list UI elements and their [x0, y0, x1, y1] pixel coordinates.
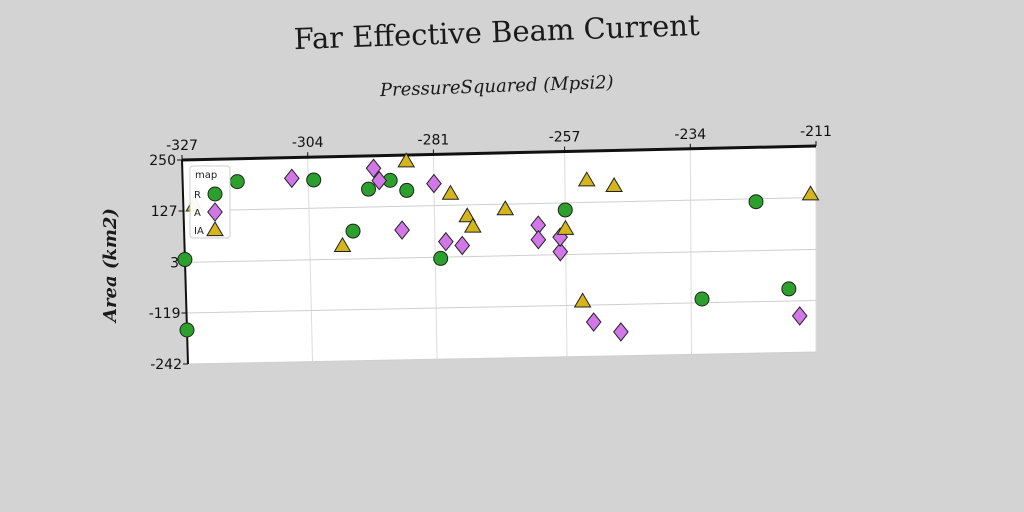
- data-point-a: [791, 306, 808, 326]
- y-tick-label: 250: [149, 153, 176, 169]
- plot-background: [182, 146, 816, 364]
- x-tick-label: -327: [166, 138, 198, 154]
- data-point-ia: [441, 184, 460, 200]
- data-point-a: [552, 241, 569, 262]
- data-point-ia: [463, 217, 482, 233]
- y-tick-label: 3: [170, 255, 179, 271]
- legend-marker-ia: [206, 221, 224, 237]
- data-point-r: [177, 252, 193, 268]
- y-axis-label: Area (km2): [100, 208, 121, 324]
- data-point-r: [361, 181, 377, 197]
- data-point-a: [454, 235, 471, 256]
- x-axis-spine: [181, 144, 817, 162]
- legend-label-ia: IA: [194, 226, 204, 237]
- data-point-a: [394, 220, 410, 240]
- data-point-a: [365, 158, 382, 179]
- y-tick-label: 127: [151, 204, 178, 220]
- legend-box: [189, 165, 231, 239]
- legend-label-r: R: [194, 190, 201, 201]
- data-point-r: [748, 194, 764, 210]
- data-point-r: [179, 322, 195, 338]
- y-tick-label: -242: [150, 357, 182, 373]
- x-tick-label: -211: [800, 124, 832, 140]
- data-point-a: [585, 312, 602, 332]
- data-point-a: [426, 173, 442, 194]
- x-tick-label: -257: [549, 130, 581, 146]
- legend-marker-a: [207, 202, 223, 222]
- data-point-r: [345, 223, 361, 239]
- data-point-a: [613, 322, 629, 342]
- data-point-ia: [573, 292, 592, 308]
- y-gridline: [186, 300, 817, 314]
- chart-title: Far Effective Beam Current: [293, 8, 700, 56]
- data-point-r: [229, 174, 245, 190]
- data-point-ia: [577, 171, 596, 187]
- data-point-a: [283, 168, 300, 189]
- y-gridline: [187, 351, 817, 365]
- x-tick-label: -304: [292, 135, 324, 151]
- y-gridline: [183, 197, 817, 212]
- legend-title: map: [195, 170, 217, 181]
- plot-area: -327 -304 -281 -257 -234 -211 250 127 3 -119 -242 m…: [149, 124, 832, 373]
- legend-label-a: A: [194, 208, 201, 219]
- data-point-a: [371, 170, 388, 191]
- data-point-r: [557, 202, 573, 218]
- data-point-ia: [397, 152, 416, 168]
- x-tick-label: -234: [674, 127, 706, 143]
- data-point-r: [781, 281, 797, 297]
- data-point-ia: [458, 207, 477, 223]
- x-axis-label: PressureSquared (Mpsi2): [379, 72, 614, 101]
- data-point-ia: [556, 219, 575, 235]
- y-gridline: [185, 248, 817, 263]
- x-tick-label: -281: [418, 132, 450, 148]
- data-point-r: [306, 172, 322, 188]
- data-point-a: [438, 231, 454, 252]
- data-point-r: [694, 291, 710, 307]
- data-point-ia: [605, 176, 623, 193]
- data-point-r: [433, 250, 449, 266]
- data-point-ia: [801, 185, 820, 201]
- legend-marker-r: [207, 186, 223, 202]
- data-point-r: [399, 182, 415, 198]
- data-point-ia: [333, 236, 352, 252]
- y-tick-label: -119: [149, 306, 181, 322]
- data-point-ia: [496, 200, 515, 216]
- data-point-a: [530, 229, 547, 250]
